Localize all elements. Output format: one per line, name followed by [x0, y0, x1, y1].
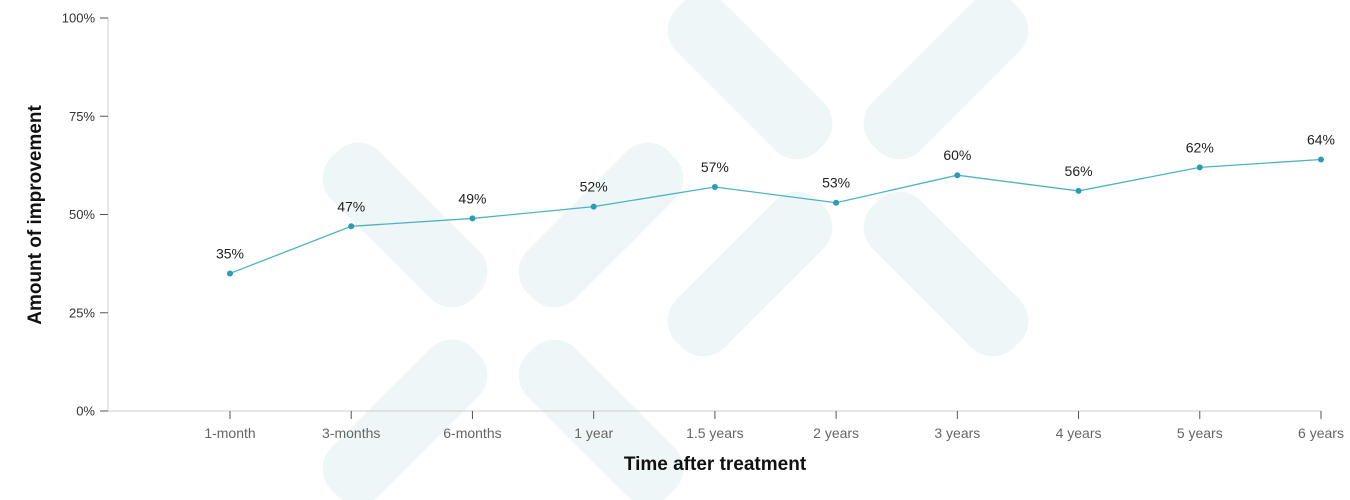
data-label: 57% — [701, 159, 729, 175]
data-point — [227, 270, 233, 277]
y-axis-title: Amount of improvement — [25, 105, 46, 325]
x-tick-label: 6-months — [443, 425, 501, 441]
x-tick-label: 4 years — [1056, 425, 1102, 441]
data-point — [1318, 156, 1324, 163]
series-line — [229, 158, 1322, 275]
y-axis-ticks: 0% 25% 50% 75% 100% — [62, 11, 108, 419]
data-label: 56% — [1065, 163, 1093, 179]
x-tick-label: 1 year — [574, 425, 613, 441]
data-label: 53% — [822, 175, 850, 191]
data-point — [590, 203, 597, 210]
watermark-bar — [863, 191, 1029, 357]
watermark-bar — [518, 142, 684, 308]
y-tick-label: 0% — [76, 404, 95, 419]
data-label: 52% — [580, 179, 608, 195]
y-tick-label: 75% — [69, 109, 95, 124]
watermark-bar — [518, 339, 684, 500]
watermark-bar — [863, 0, 1029, 160]
watermark-bar — [667, 0, 833, 160]
watermark-bar — [322, 142, 488, 308]
series-markers — [227, 156, 1324, 277]
x-tick-label: 3-months — [322, 425, 380, 441]
data-point — [1196, 164, 1203, 171]
data-point — [348, 223, 355, 230]
data-point — [711, 183, 718, 190]
data-label: 35% — [216, 245, 244, 261]
x-tick-label: 1-month — [204, 425, 255, 441]
data-label: 60% — [943, 147, 971, 163]
x-tick-label: 6 years — [1298, 425, 1344, 441]
watermark-bar — [322, 339, 488, 500]
data-labels: 35% 47% 49% 52% 57% 53% 60% 56% 62% 64% — [216, 131, 1335, 261]
x-tick-label: 5 years — [1177, 425, 1223, 441]
data-label: 49% — [458, 190, 486, 206]
y-tick-label: 25% — [69, 305, 95, 320]
data-label: 47% — [337, 198, 365, 214]
watermark-bar — [667, 191, 833, 357]
x-axis-title: Time after treatment — [624, 454, 807, 475]
y-tick-label: 100% — [62, 11, 96, 26]
x-axis-ticks: 1-month 3-months 6-months 1 year 1.5 years 2 … — [204, 411, 1344, 441]
data-point — [469, 215, 476, 222]
data-point — [833, 199, 840, 206]
data-label: 64% — [1307, 131, 1335, 147]
x-tick-label: 3 years — [934, 425, 980, 441]
x-tick-label: 1.5 years — [686, 425, 744, 441]
x-tick-label: 2 years — [813, 425, 859, 441]
y-tick-label: 50% — [69, 207, 95, 222]
data-point — [954, 172, 961, 179]
data-point — [1075, 187, 1082, 194]
watermark-logo — [322, 0, 1029, 500]
data-label: 62% — [1186, 139, 1214, 155]
